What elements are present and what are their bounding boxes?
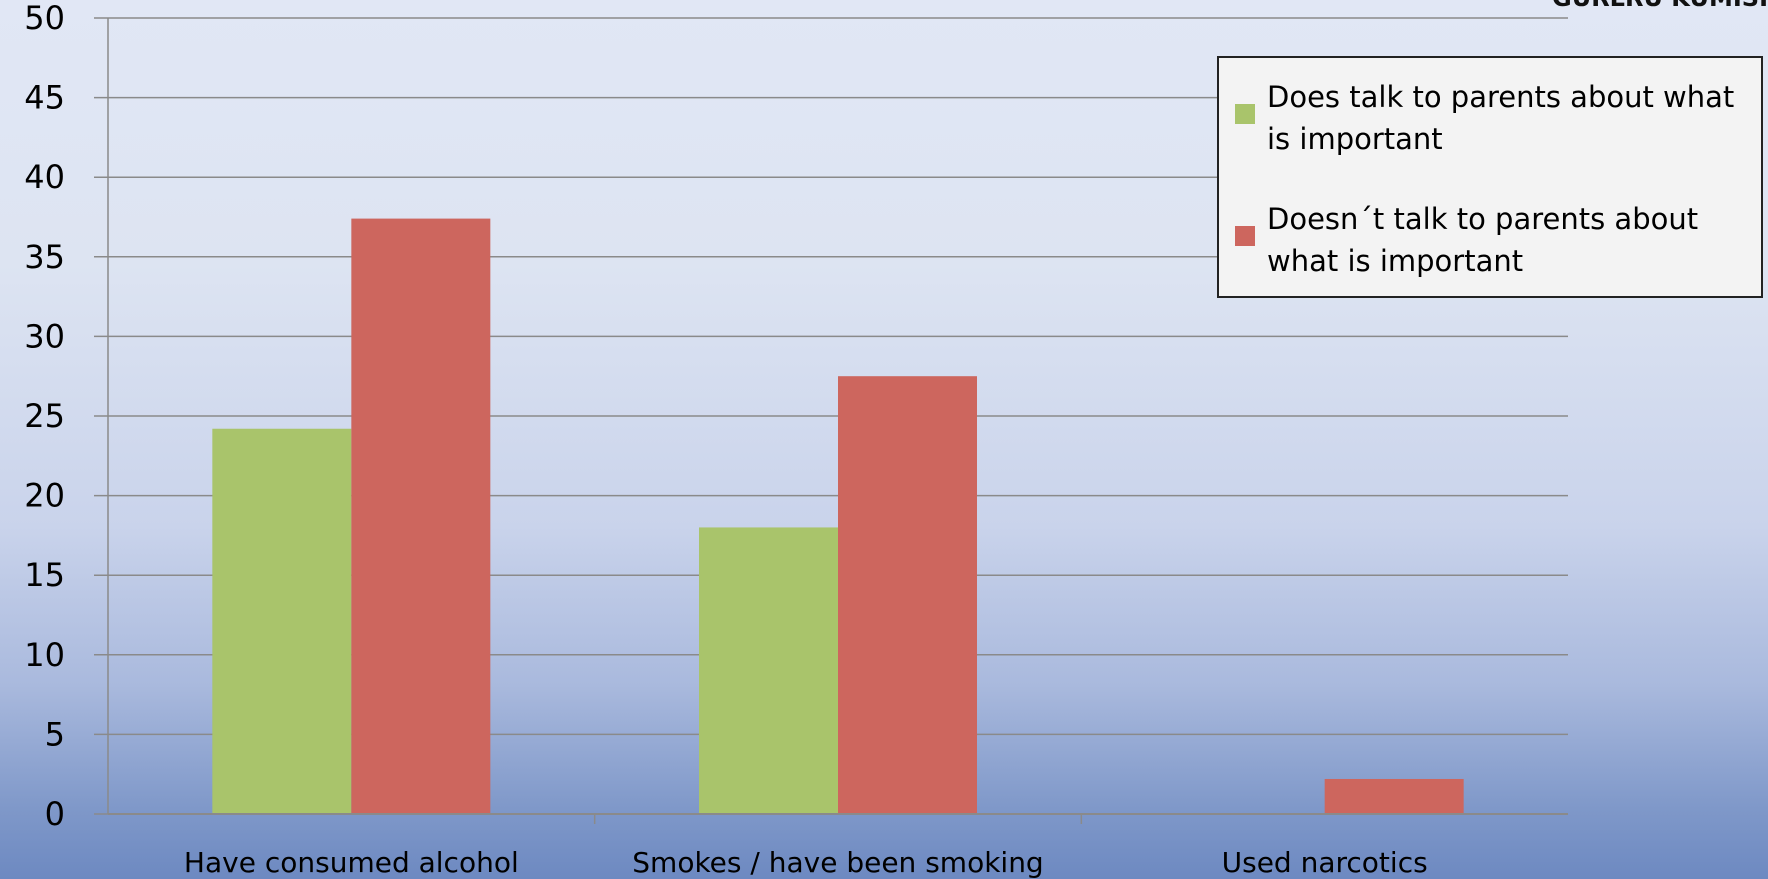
y-tick-label: 25: [24, 397, 65, 435]
y-tick-label: 40: [24, 158, 65, 196]
legend-label-series-1: Does talk to parents about what is impor…: [1267, 80, 1735, 156]
bar-doesnt-talk: [1324, 778, 1464, 814]
axes: [107, 18, 1568, 824]
y-tick-label: 30: [24, 317, 65, 355]
bar-doesnt-talk: [838, 376, 977, 814]
legend-label-series-2: Doesn´t talk to parents about what is im…: [1267, 202, 1699, 278]
y-tick-label: 45: [24, 79, 65, 117]
y-tick-label: 20: [24, 477, 65, 515]
bars: [212, 218, 1464, 815]
x-category-label: Smokes / have been smoking: [632, 846, 1043, 879]
bar-doesnt-talk: [351, 218, 491, 815]
corner-logo-text: GURLRU KUMISI: [1552, 0, 1768, 12]
bar-talks: [699, 527, 838, 814]
x-category-label: Used narcotics: [1222, 846, 1428, 879]
legend-item-series-2: Doesn´t talk to parents about what is im…: [1235, 198, 1755, 282]
y-tick-label: 15: [24, 556, 65, 594]
y-tick-label: 50: [24, 0, 65, 37]
legend-item-series-1: Does talk to parents about what is impor…: [1235, 76, 1755, 160]
chart-legend: Does talk to parents about what is impor…: [1217, 56, 1763, 298]
legend-swatch-series-2: [1235, 226, 1255, 246]
y-tick-label: 35: [24, 238, 65, 276]
y-tick-label: 5: [45, 715, 65, 753]
bar-talks: [212, 428, 352, 814]
legend-swatch-series-1: [1235, 104, 1255, 124]
x-category-label: Have consumed alcohol: [184, 846, 519, 879]
y-tick-label: 10: [24, 636, 65, 674]
tick-labels: 0 5 10 15 20 25 30 35 40 45 50 Have consumed alcoho…: [24, 0, 1427, 879]
y-tick-label: 0: [45, 795, 65, 833]
